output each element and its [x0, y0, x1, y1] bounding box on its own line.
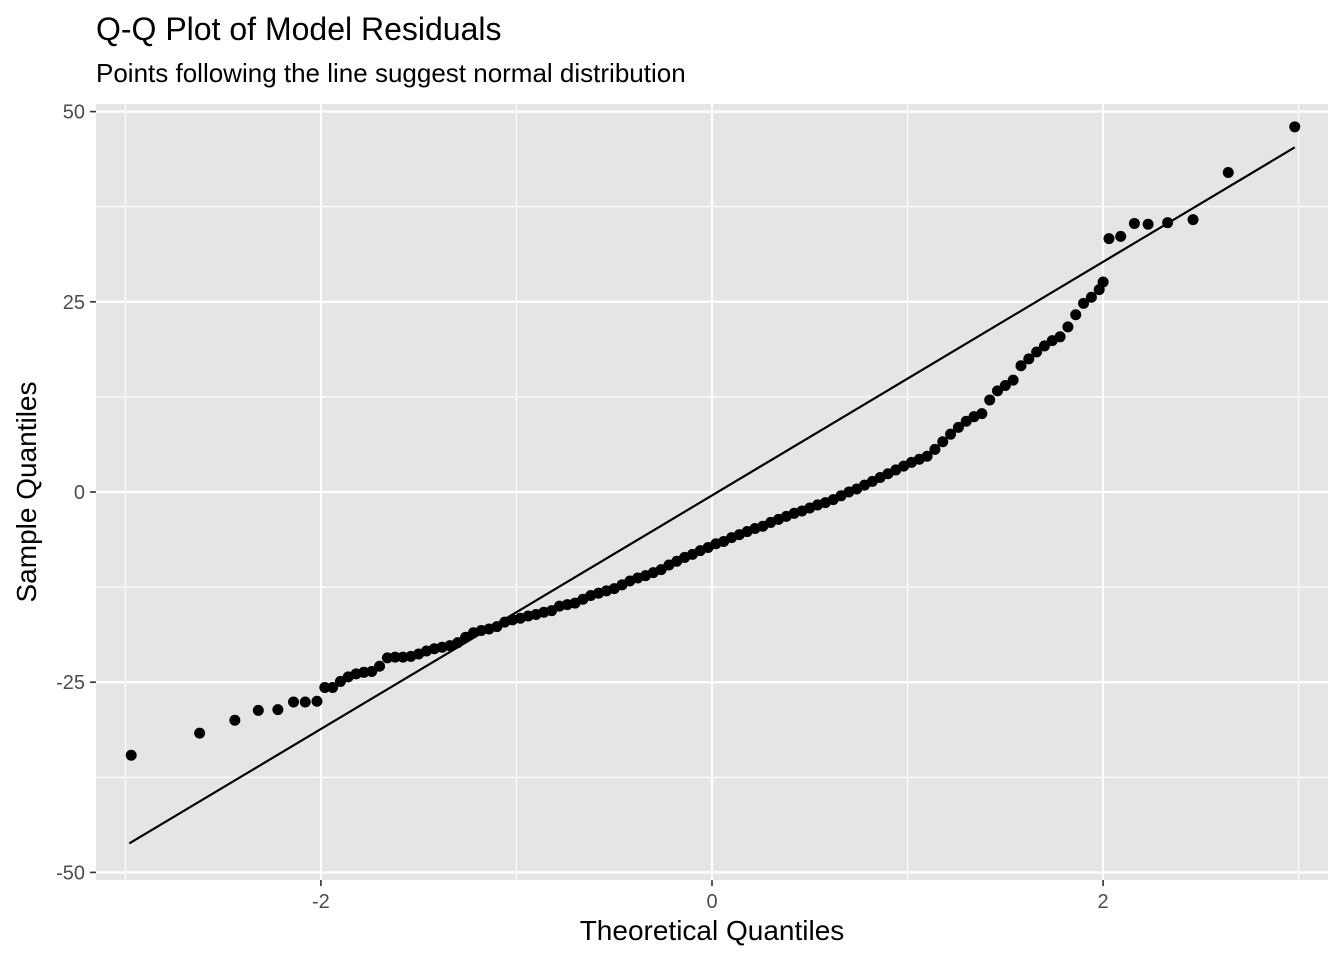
x-axis: -2 0 2	[312, 880, 1109, 913]
data-point	[945, 428, 957, 440]
data-point	[992, 385, 1004, 397]
data-point	[1115, 230, 1127, 242]
data-point	[327, 682, 339, 694]
data-point	[921, 450, 933, 462]
data-point	[272, 704, 284, 716]
data-point	[1162, 217, 1174, 229]
data-point	[1023, 353, 1035, 365]
data-point	[194, 727, 206, 739]
data-point	[374, 660, 386, 672]
major-gridlines	[96, 104, 1328, 880]
data-point	[125, 749, 137, 761]
data-point	[1031, 346, 1043, 358]
data-point	[1078, 297, 1090, 309]
data-point	[984, 394, 996, 406]
data-point	[999, 379, 1011, 391]
x-tick-label: 2	[1098, 891, 1109, 913]
data-point	[929, 443, 941, 455]
data-point	[1070, 309, 1082, 321]
reference-line	[128, 146, 1296, 845]
chart-subtitle: Points following the line suggest normal…	[96, 58, 686, 88]
x-tick-label: 0	[706, 891, 717, 913]
chart-title: Q-Q Plot of Model Residuals	[96, 11, 502, 47]
data-point	[1054, 331, 1066, 343]
data-point	[452, 637, 464, 649]
data-point	[229, 714, 241, 726]
y-tick-label: 25	[63, 292, 85, 314]
data-point	[1187, 214, 1199, 226]
y-tick-label: -50	[56, 862, 85, 884]
y-tick-label: -25	[56, 672, 85, 694]
data-point	[976, 408, 988, 420]
data-point	[366, 666, 378, 678]
data-point	[252, 704, 264, 716]
data-point	[1085, 291, 1097, 303]
data-point	[952, 421, 964, 433]
data-point	[1062, 321, 1074, 333]
data-point	[1222, 166, 1234, 178]
data-point	[937, 436, 949, 448]
data-point	[319, 682, 331, 694]
y-axis: -50 -25 0 25 50	[56, 102, 96, 884]
data-point	[1103, 233, 1115, 245]
data-point	[288, 696, 300, 708]
x-axis-title: Theoretical Quantiles	[580, 915, 845, 946]
data-point	[1289, 121, 1301, 133]
data-point	[1128, 217, 1140, 229]
data-point	[1015, 360, 1027, 372]
y-axis-title: Sample Quantiles	[11, 381, 42, 602]
data-point	[1007, 374, 1019, 386]
y-tick-label: 0	[74, 482, 85, 504]
data-point	[1142, 218, 1154, 230]
data-point	[1097, 276, 1109, 288]
x-tick-label: -2	[312, 891, 330, 913]
data-point	[299, 696, 311, 708]
y-tick-label: 50	[63, 102, 85, 124]
data-point	[389, 651, 401, 663]
data-point	[311, 695, 323, 707]
data-point	[1038, 340, 1050, 352]
data-points	[125, 121, 1301, 761]
